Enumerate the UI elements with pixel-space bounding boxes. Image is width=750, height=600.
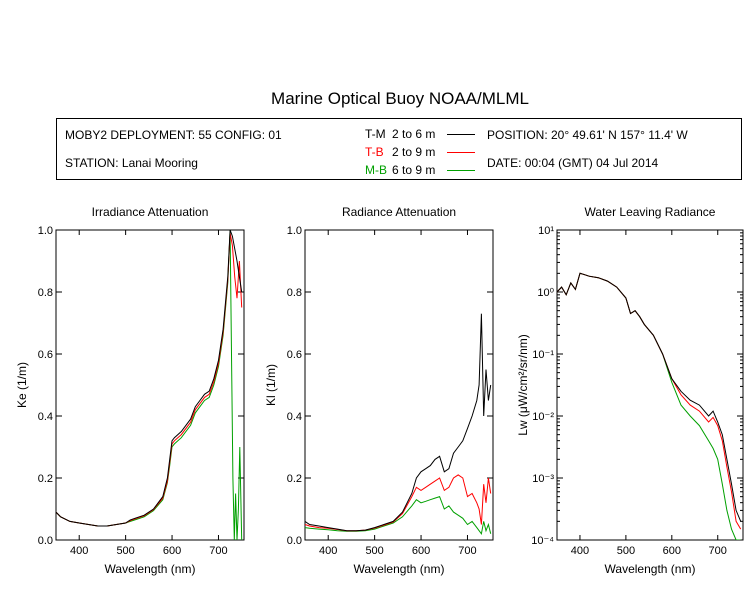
y-tick-label: 0.6 [38, 349, 53, 361]
station-text: STATION: Lanai Mooring [65, 156, 198, 170]
y-tick-label: 1.0 [287, 225, 302, 237]
x-tick-label: 400 [70, 545, 88, 557]
x-tick-label: 600 [163, 545, 181, 557]
x-tick-label: 700 [458, 545, 476, 557]
y-tick-label: 10⁻² [532, 411, 554, 423]
legend-range-tm: 2 to 6 m [392, 127, 436, 141]
series-line-t-b [305, 474, 492, 532]
x-axis-label-1: Wavelength (nm) [354, 562, 445, 576]
y-tick-label: 0.4 [287, 411, 302, 423]
series-line-t-m [305, 313, 492, 532]
figure-title: Marine Optical Buoy NOAA/MLML [271, 89, 529, 108]
legend-name-tb: T-B [365, 145, 384, 159]
series-line-m-b [56, 230, 243, 540]
deployment-text: MOBY2 DEPLOYMENT: 55 CONFIG: 01 [65, 128, 282, 142]
legend-name-mb: M-B [365, 163, 387, 177]
info-box: MOBY2 DEPLOYMENT: 55 CONFIG: 01 STATION:… [56, 118, 742, 180]
plot-frame-1 [304, 229, 494, 541]
x-tick-label: 500 [116, 545, 134, 557]
position-text: POSITION: 20° 49.61' N 157° 11.4' W [487, 128, 688, 142]
x-tick-label: 600 [663, 545, 681, 557]
x-tick-label: 700 [209, 545, 227, 557]
x-tick-label: 500 [365, 545, 383, 557]
series-line-m-b [557, 272, 741, 540]
panel-title-1: Radiance Attenuation [342, 205, 456, 219]
y-tick-label: 10⁻¹ [532, 349, 554, 361]
legend-line-tb [447, 152, 475, 153]
plot-frame-0 [55, 229, 245, 541]
y-tick-label: 10¹ [538, 225, 554, 237]
y-axis-label-0: Ke (1/m) [15, 362, 29, 408]
panel-title-0: Irradiance Attenuation [92, 205, 209, 219]
date-text: DATE: 00:04 (GMT) 04 Jul 2014 [487, 156, 659, 170]
x-tick-label: 400 [571, 545, 589, 557]
y-tick-label: 0.6 [287, 349, 302, 361]
series-line-t-m [56, 230, 243, 527]
legend-line-tm [447, 134, 475, 135]
y-tick-label: 0.4 [38, 411, 53, 423]
x-tick-label: 600 [412, 545, 430, 557]
y-tick-label: 10⁻³ [532, 473, 554, 485]
y-tick-label: 0.2 [287, 473, 302, 485]
x-tick-label: 500 [617, 545, 635, 557]
x-tick-label: 700 [709, 545, 727, 557]
y-tick-label: 0.0 [287, 535, 302, 547]
panel-title-2: Water Leaving Radiance [585, 205, 716, 219]
legend-name-tm: T-M [365, 127, 386, 141]
x-axis-label-0: Wavelength (nm) [105, 562, 196, 576]
series-line-t-m [557, 272, 742, 522]
y-tick-label: 0.2 [38, 473, 53, 485]
legend-range-mb: 6 to 9 m [392, 163, 436, 177]
y-tick-label: 0.8 [287, 287, 302, 299]
y-tick-label: 0.8 [38, 287, 53, 299]
y-axis-label-1: Kl (1/m) [264, 364, 278, 406]
plot-frame-2 [556, 229, 744, 541]
legend-range-tb: 2 to 9 m [392, 145, 436, 159]
y-tick-label: 1.0 [38, 225, 53, 237]
series-line-m-b [305, 495, 492, 536]
y-axis-label-2: Lw (μW/cm²/sr/nm) [516, 334, 530, 436]
legend-line-mb [447, 170, 475, 171]
x-tick-label: 400 [319, 545, 337, 557]
x-axis-label-2: Wavelength (nm) [605, 562, 696, 576]
series-line-t-b [557, 272, 742, 530]
y-tick-label: 10⁻⁴ [531, 535, 554, 547]
y-tick-label: 10⁰ [537, 287, 554, 299]
y-tick-label: 0.0 [38, 535, 53, 547]
